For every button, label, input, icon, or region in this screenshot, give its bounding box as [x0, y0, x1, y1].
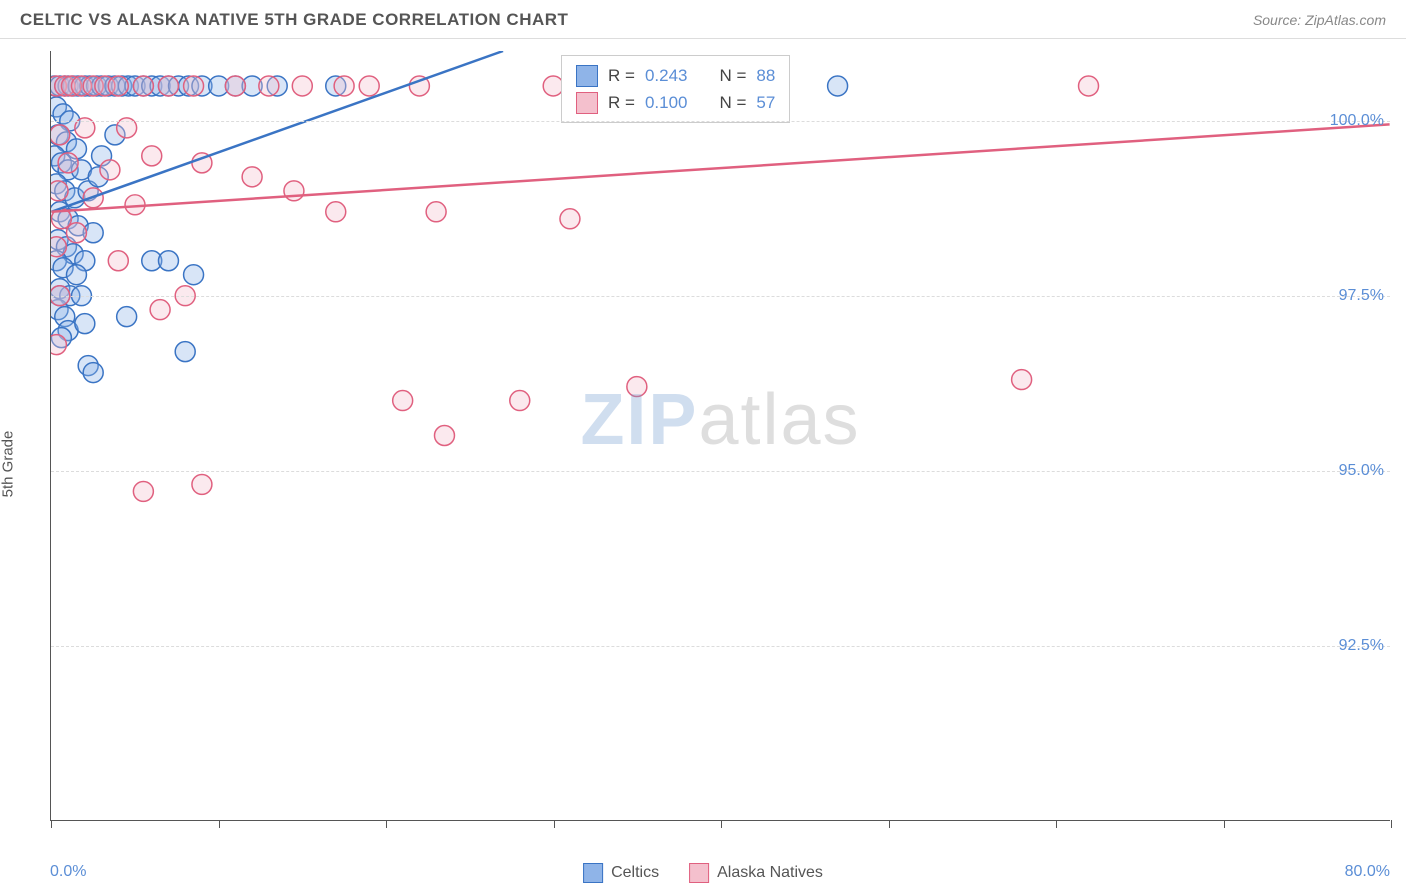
x-tick [386, 820, 387, 828]
r-value: 0.100 [645, 89, 688, 116]
scatter-point [393, 391, 413, 411]
stats-legend-row: R = 0.243 N = 88 [576, 62, 775, 89]
scatter-svg [51, 51, 1390, 820]
scatter-point [175, 342, 195, 362]
scatter-point [66, 265, 86, 285]
chart-title: CELTIC VS ALASKA NATIVE 5TH GRADE CORREL… [20, 10, 568, 30]
n-value: 88 [756, 62, 775, 89]
scatter-point [259, 76, 279, 96]
scatter-point [108, 76, 128, 96]
source-name: ZipAtlas.com [1305, 12, 1386, 28]
scatter-point [51, 335, 66, 355]
scatter-point [158, 251, 178, 271]
scatter-point [184, 265, 204, 285]
legend-swatch [576, 92, 598, 114]
legend-label: Celtics [611, 864, 659, 882]
r-value: 0.243 [645, 62, 688, 89]
scatter-point [326, 202, 346, 222]
scatter-point [292, 76, 312, 96]
scatter-point [560, 209, 580, 229]
scatter-point [117, 307, 137, 327]
scatter-point [434, 426, 454, 446]
y-tick-label: 95.0% [1339, 462, 1384, 480]
scatter-point [1079, 76, 1099, 96]
scatter-point [284, 181, 304, 201]
series-legend: Celtics Alaska Natives [583, 863, 823, 883]
y-tick-label: 92.5% [1339, 637, 1384, 655]
scatter-point [51, 181, 68, 201]
scatter-point [100, 160, 120, 180]
scatter-point [1012, 370, 1032, 390]
scatter-point [51, 237, 66, 257]
scatter-point [334, 76, 354, 96]
legend-swatch [576, 65, 598, 87]
n-label: N = [719, 89, 746, 116]
scatter-point [133, 76, 153, 96]
chart-source: Source: ZipAtlas.com [1253, 12, 1386, 28]
x-tick [1056, 820, 1057, 828]
scatter-point [75, 314, 95, 334]
y-axis-label: 5th Grade [0, 431, 17, 498]
n-value: 57 [756, 89, 775, 116]
chart-header: CELTIC VS ALASKA NATIVE 5TH GRADE CORREL… [0, 0, 1406, 39]
r-label: R = [608, 62, 635, 89]
x-tick [1224, 820, 1225, 828]
legend-item: Alaska Natives [689, 863, 823, 883]
y-tick-label: 100.0% [1330, 112, 1384, 130]
legend-swatch [583, 863, 603, 883]
x-tick [1391, 820, 1392, 828]
x-tick [721, 820, 722, 828]
x-tick [554, 820, 555, 828]
source-prefix: Source: [1253, 12, 1305, 28]
legend-item: Celtics [583, 863, 659, 883]
scatter-point [51, 125, 70, 145]
scatter-point [83, 363, 103, 383]
scatter-point [426, 202, 446, 222]
scatter-point [192, 474, 212, 494]
scatter-point [242, 167, 262, 187]
x-tick-label: 80.0% [1345, 863, 1390, 881]
scatter-point [828, 76, 848, 96]
n-label: N = [719, 62, 746, 89]
scatter-point [108, 251, 128, 271]
scatter-point [627, 377, 647, 397]
scatter-point [142, 146, 162, 166]
scatter-point [510, 391, 530, 411]
y-tick-label: 97.5% [1339, 287, 1384, 305]
scatter-point [184, 76, 204, 96]
scatter-point [359, 76, 379, 96]
scatter-point [58, 153, 78, 173]
stats-legend-row: R = 0.100 N = 57 [576, 89, 775, 116]
legend-swatch [689, 863, 709, 883]
x-tick [219, 820, 220, 828]
x-tick-label: 0.0% [50, 863, 86, 881]
chart-container: 5th Grade ZIPatlas R =0.243N =88R =0.100… [0, 39, 1406, 889]
x-tick [51, 820, 52, 828]
gridline-h [51, 646, 1390, 647]
scatter-point [133, 481, 153, 501]
gridline-h [51, 121, 1390, 122]
gridline-h [51, 471, 1390, 472]
scatter-point [150, 300, 170, 320]
scatter-point [66, 223, 86, 243]
gridline-h [51, 296, 1390, 297]
x-tick [889, 820, 890, 828]
legend-label: Alaska Natives [717, 864, 823, 882]
plot-area: ZIPatlas R =0.243N =88R =0.100N =57 92.5… [50, 51, 1390, 821]
scatter-point [225, 76, 245, 96]
stats-legend: R = 0.243 N = 88 R = 0.100 N = 57 [561, 55, 790, 123]
r-label: R = [608, 89, 635, 116]
scatter-point [158, 76, 178, 96]
